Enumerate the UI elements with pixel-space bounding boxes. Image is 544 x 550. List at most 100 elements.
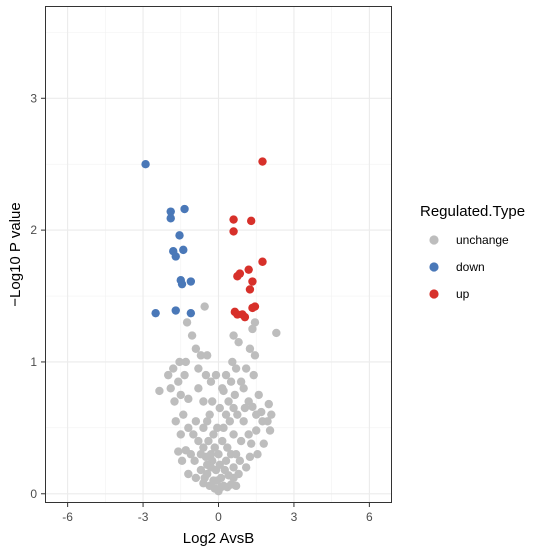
x-tick-label: 3 xyxy=(291,510,298,524)
point-unchange xyxy=(189,430,198,439)
point-unchange xyxy=(179,410,188,419)
data-points xyxy=(141,157,281,496)
point-unchange xyxy=(250,318,260,327)
point-unchange xyxy=(265,426,275,435)
point-unchange xyxy=(229,331,238,340)
point-up xyxy=(248,303,257,313)
point-unchange xyxy=(194,384,203,393)
point-unchange xyxy=(239,417,248,426)
point-unchange xyxy=(225,417,235,426)
point-unchange xyxy=(272,328,281,338)
point-unchange xyxy=(191,473,201,483)
point-unchange xyxy=(184,394,193,404)
point-unchange xyxy=(245,344,255,353)
point-unchange xyxy=(245,452,255,462)
point-unchange xyxy=(244,430,253,439)
point-down xyxy=(171,306,180,315)
point-unchange xyxy=(253,450,262,459)
point-unchange xyxy=(205,410,214,419)
point-unchange xyxy=(177,456,187,466)
legend: Regulated.Type unchange down up xyxy=(420,203,525,301)
axis-ticks: -6 -3 0 3 6 0 1 2 3 xyxy=(30,91,373,524)
point-unchange xyxy=(229,430,238,439)
point-unchange xyxy=(221,370,231,380)
point-unchange xyxy=(181,357,191,367)
point-unchange xyxy=(171,417,180,426)
point-unchange xyxy=(252,426,261,435)
point-unchange xyxy=(206,450,216,459)
point-unchange xyxy=(155,386,164,396)
point-unchange xyxy=(234,337,243,347)
point-unchange xyxy=(175,357,184,367)
point-unchange xyxy=(218,436,227,446)
point-unchange xyxy=(187,331,197,340)
point-down xyxy=(151,308,160,318)
point-unchange xyxy=(196,351,206,360)
point-unchange xyxy=(218,384,227,393)
point-unchange xyxy=(257,407,266,417)
point-unchange xyxy=(191,417,201,426)
point-unchange xyxy=(213,476,222,485)
point-down xyxy=(186,308,196,318)
point-down xyxy=(141,159,150,169)
point-unchange xyxy=(267,410,276,419)
point-unchange xyxy=(176,390,185,400)
point-unchange xyxy=(186,450,196,459)
point-unchange xyxy=(199,443,208,452)
point-unchange xyxy=(202,351,212,360)
point-unchange xyxy=(204,436,213,446)
point-unchange xyxy=(240,403,250,413)
point-up xyxy=(229,227,238,236)
y-tick-label: 2 xyxy=(30,223,37,237)
point-unchange xyxy=(176,430,185,439)
x-tick-label: 0 xyxy=(215,510,222,524)
point-down xyxy=(177,279,187,289)
point-unchange xyxy=(182,318,192,327)
point-unchange xyxy=(200,473,209,483)
point-unchange xyxy=(215,403,224,413)
point-unchange xyxy=(170,397,179,406)
y-axis-title: −Log10 P value xyxy=(7,202,24,306)
point-up xyxy=(248,277,257,286)
point-unchange xyxy=(224,397,233,406)
point-up xyxy=(244,265,253,274)
point-unchange xyxy=(221,456,231,466)
point-unchange xyxy=(226,377,236,386)
point-up xyxy=(245,285,255,294)
point-down xyxy=(171,252,180,261)
point-up xyxy=(258,257,267,266)
point-unchange xyxy=(184,423,193,433)
point-unchange xyxy=(208,397,217,406)
point-unchange xyxy=(211,370,221,380)
point-unchange xyxy=(174,377,183,386)
point-unchange xyxy=(209,430,218,439)
point-unchange xyxy=(241,364,251,373)
point-unchange xyxy=(166,384,175,393)
point-unchange xyxy=(206,377,216,386)
point-up xyxy=(229,215,238,224)
point-unchange xyxy=(169,364,178,373)
legend-label-unchange: unchange xyxy=(456,233,509,247)
point-unchange xyxy=(200,302,209,311)
point-unchange xyxy=(210,443,219,452)
point-unchange xyxy=(202,460,212,469)
point-down xyxy=(186,277,196,286)
point-unchange xyxy=(246,439,256,448)
point-unchange xyxy=(249,370,258,380)
point-up xyxy=(246,216,256,226)
point-unchange xyxy=(229,463,238,472)
point-unchange xyxy=(221,410,231,419)
point-unchange xyxy=(196,465,206,475)
point-unchange xyxy=(201,370,211,380)
point-down xyxy=(166,207,175,216)
point-unchange xyxy=(184,469,193,479)
point-unchange xyxy=(250,351,260,360)
point-up xyxy=(240,312,250,322)
point-unchange xyxy=(229,403,238,413)
y-tick-label: 1 xyxy=(30,355,37,369)
y-tick-label: 3 xyxy=(30,91,37,105)
point-unchange xyxy=(228,357,237,367)
point-unchange xyxy=(248,402,257,411)
point-unchange xyxy=(219,423,228,433)
